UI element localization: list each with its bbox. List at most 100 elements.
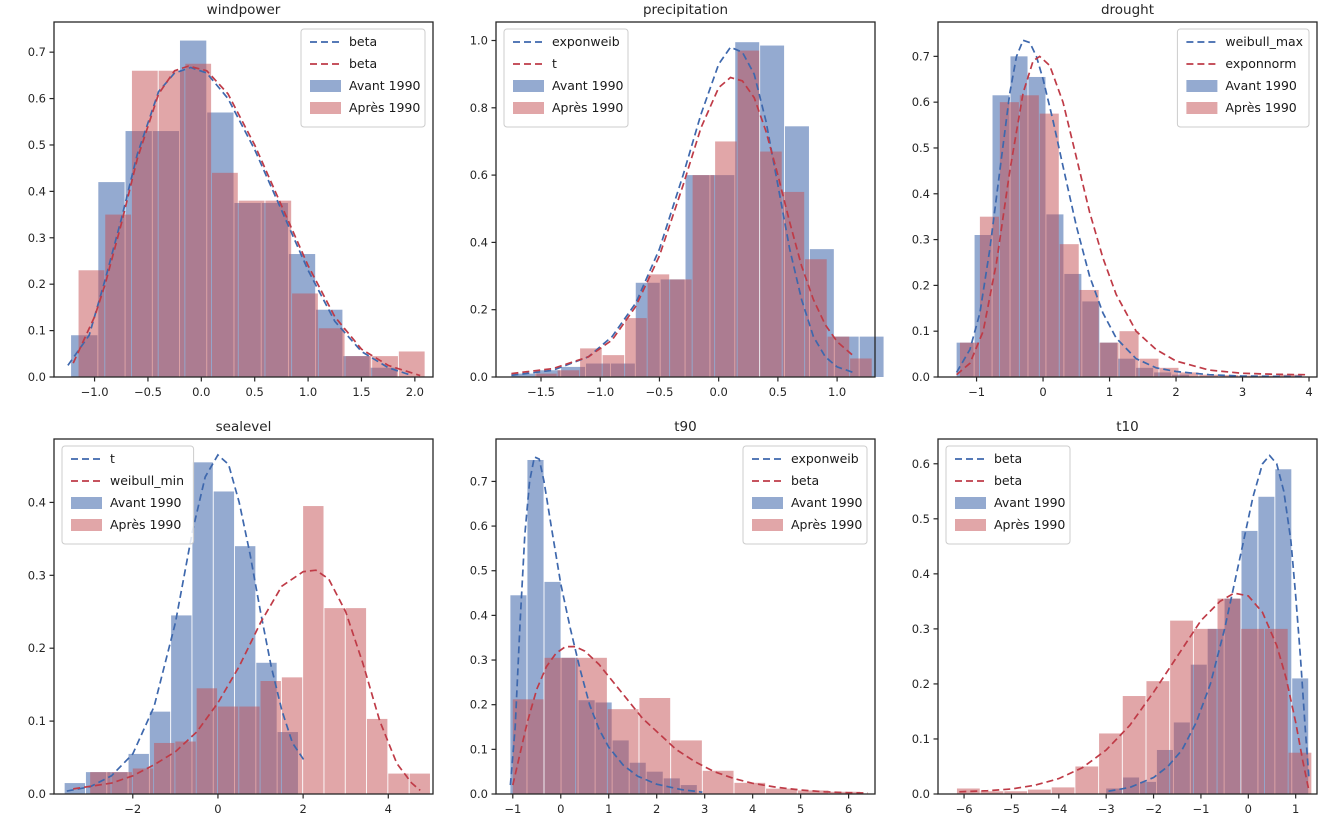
legend-patch-sample [70, 497, 102, 509]
hist-apres-1990-bar [238, 706, 260, 794]
curve-beta-avant [1107, 454, 1310, 793]
y-tick-label: 0.2 [27, 277, 45, 291]
x-tick-label: 1.5 [352, 385, 370, 399]
hist-apres-1990-bar [714, 141, 737, 377]
legend: beta beta Avant 1990 Après 1990 [945, 445, 1070, 545]
hist-apres-1990-bar [575, 657, 607, 794]
x-tick-label: 0 [214, 802, 221, 816]
hist-avant-1990-bar [510, 373, 535, 377]
hist-apres-1990-bar [1074, 766, 1098, 794]
axes-box [52, 21, 434, 378]
x-tick-label: −2 [124, 802, 141, 816]
hist-apres-1990-bar [733, 782, 765, 794]
y-tick-label: 0.6 [911, 457, 929, 471]
y-axis: 0.0 0.1 0.2 0.3 0.4 [27, 495, 54, 801]
hist-apres-1990-bar [956, 788, 980, 794]
axes-box [936, 438, 1318, 795]
x-axis: −1.5 −1.0 −0.5 0.0 0.5 1.0 [527, 377, 846, 399]
subplot-title: windpower [206, 2, 280, 18]
subplot-precipitation: −1.5 −1.0 −0.5 0.0 0.5 1.0 0.0 0.2 0.4 0.6 0.8 1.0 p… [443, 0, 885, 417]
hist-apres-1990-bar [557, 370, 579, 377]
hist-apres-1990-bar [1003, 791, 1027, 794]
hist-apres-1990-bar [602, 355, 624, 377]
curve-exponnorm-apres [955, 55, 1306, 376]
hist-apres-1990-bar [1051, 787, 1074, 794]
hist-apres-1990-bar [512, 699, 544, 794]
hist-apres-1990-bar [999, 102, 1019, 377]
legend-label: exponweib [791, 451, 859, 466]
hist-apres-1990 [89, 506, 430, 794]
hist-apres-1990-bar [1122, 696, 1146, 794]
hist-apres-1990-bar [669, 279, 692, 377]
legend-label: beta [349, 56, 377, 71]
y-tick-label: 0.1 [27, 714, 45, 728]
legend-label: Avant 1990 [552, 78, 624, 93]
curve-beta-avant [66, 66, 410, 376]
chart-windpower: −1.0 −0.5 0.0 0.5 1.0 1.5 2.00.00.10.20.30.40.… [27, 2, 434, 399]
hist-apres-1990-bar [1238, 375, 1258, 377]
subplot-drought: −1 0 1 2 3 4 0.0 0.1 0.2 0.3 0.4 0.5 0.6 0.7 drought we… [885, 0, 1327, 417]
chart-sealevel: −2 0 2 4 0.0 0.1 0.2 0.3 0.4 sealevel t weibull_min… [27, 419, 434, 816]
curve-exponweib-avant [509, 455, 702, 794]
x-tick-label: −1.0 [80, 385, 108, 399]
legend: exponweib beta Avant 1990 Après 1990 [742, 445, 867, 545]
y-tick-label: 0.4 [469, 235, 487, 249]
y-tick-label: 0.3 [911, 233, 929, 247]
x-tick-label: 0.5 [245, 385, 263, 399]
hist-apres-1990-bar [1218, 375, 1238, 377]
y-tick-label: 0.2 [911, 278, 929, 292]
hist-apres-1990-bar [624, 318, 647, 377]
hist-apres-1990-bar [217, 706, 238, 794]
y-tick-label: 0.2 [911, 677, 929, 691]
curve-beta-apres [511, 645, 868, 794]
x-tick-label: 2 [1172, 385, 1179, 399]
hist-apres-1990-bar [782, 191, 804, 377]
y-tick-label: 0.3 [911, 622, 929, 636]
y-tick-label: 0.1 [469, 742, 487, 756]
legend: exponweib t Avant 1990 Après 1990 [503, 28, 628, 128]
hist-apres-1990-bar [1198, 374, 1218, 377]
hist-apres-1990-bar [1079, 289, 1099, 377]
axes-box [936, 21, 1318, 378]
y-tick-label: 0.2 [469, 698, 487, 712]
subplot-sealevel: −2 0 2 4 0.0 0.1 0.2 0.3 0.4 sealevel t weibull_min… [1, 417, 443, 834]
curve-exponweib-avant [510, 46, 855, 377]
x-tick-label: −4 [1050, 802, 1067, 816]
legend: weibull_max exponnorm Avant 1990 Après 1990 [1176, 28, 1309, 128]
x-axis: −6 −5 −4 −3 −2 −1 0 1 [955, 794, 1299, 816]
hist-apres-1990-bar [1288, 752, 1311, 794]
subplot-title: sealevel [215, 419, 271, 435]
y-tick-label: 0.5 [911, 512, 929, 526]
hist-apres-1990-bar [89, 772, 111, 794]
curve-t-apres [510, 76, 853, 375]
hist-apres-1990-bar [534, 373, 557, 377]
hist-apres-1990-bar [1099, 342, 1119, 377]
hist-apres-1990-bar [647, 274, 669, 377]
hist-apres-1990-bar [1145, 681, 1169, 794]
x-tick-label: −6 [955, 802, 972, 816]
legend-label: exponnorm [1225, 56, 1296, 71]
legend: t weibull_min Avant 1990 Après 1990 [61, 445, 194, 545]
x-tick-label: −1 [504, 802, 521, 816]
hist-apres-1990-bar [1193, 628, 1217, 794]
hist-apres-1990-bar [131, 70, 158, 377]
legend-label: beta [349, 34, 377, 49]
legend-label: t [552, 56, 557, 71]
x-tick-label: 0 [1039, 385, 1046, 399]
legend-label: Après 1990 [552, 100, 623, 115]
hist-apres-1990-bar [1169, 620, 1193, 794]
hist-apres-1990-bar [737, 50, 759, 377]
hist-apres-1990-bar [579, 348, 602, 377]
x-tick-label: −1.5 [527, 385, 555, 399]
legend-label: beta [994, 451, 1022, 466]
x-tick-label: 1.0 [827, 385, 845, 399]
x-tick-label: 1.0 [298, 385, 316, 399]
x-tick-label: 0 [557, 802, 564, 816]
hist-apres-1990-bar [979, 216, 999, 377]
hist-apres-1990-bar [323, 608, 345, 794]
legend-patch-sample [70, 519, 102, 531]
x-tick-label: −1.0 [586, 385, 614, 399]
hist-apres-1990-bar [153, 742, 174, 794]
hist-apres-1990-bar [260, 681, 281, 794]
y-tick-label: 0.3 [27, 568, 45, 582]
